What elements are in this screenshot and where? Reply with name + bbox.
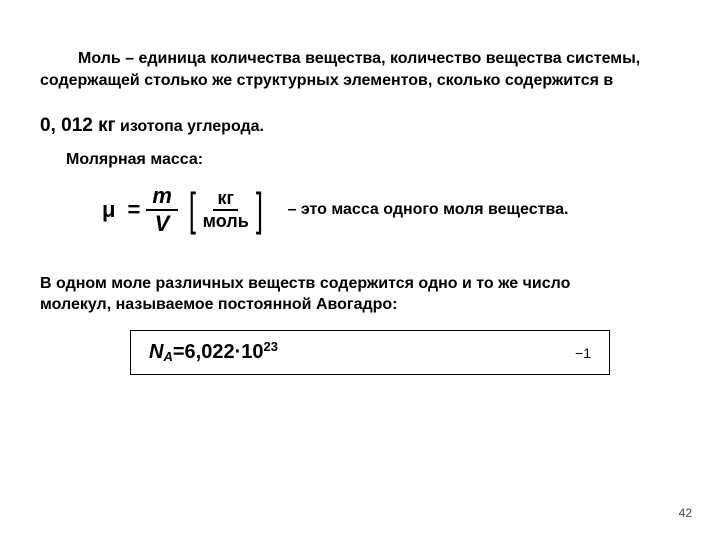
avogadro-exp: 23 [264,339,278,354]
carbon-mass-line: 0, 012 кг изотопа углерода. [40,113,680,139]
avogadro-base: 10 [241,341,263,364]
avogadro-text-2: молекул, называемое постоянной Авогадро: [40,296,398,313]
avogadro-A: A [163,349,172,364]
avogadro-paragraph: В одном моле различных веществ содержитс… [40,273,680,316]
molar-mass-formula-row: μ = m V [ кг моль ] – это масса одного м… [40,183,680,237]
avogadro-value: 6,022 [185,341,235,364]
unit-numerator: кг [213,188,238,211]
avogadro-N: N [149,341,163,364]
page-number: 42 [679,506,692,520]
avogadro-formula: NA = 6,022 · 1023 [149,341,278,364]
mass-over-volume: m V [146,183,178,237]
left-bracket: [ [189,191,196,228]
unit-bracket: [ кг моль ] [186,188,266,232]
definition-paragraph: Моль – единица количества вещества, коли… [40,48,680,91]
mu-symbol: μ [102,197,115,223]
molar-mass-formula: μ = m V [ кг моль ] [102,183,266,237]
definition-text: Моль – единица количества вещества, коли… [40,50,640,89]
molar-mass-label: Молярная масса: [40,151,680,169]
fraction-denominator: V [149,211,176,237]
right-bracket: ] [256,191,263,228]
slide-page: Моль – единица количества вещества, коли… [0,0,720,540]
equals-sign: = [127,197,140,223]
avogadro-eq: = [173,341,185,364]
molar-mass-description: – это масса одного моля вещества. [288,201,569,219]
fraction-numerator: m [146,183,178,211]
unit-denominator: моль [199,211,253,232]
avogadro-text-1: В одном моле различных веществ содержитс… [40,275,570,292]
inverse-unit: −1 [575,345,591,361]
mass-value: 0, 012 кг [40,115,116,136]
unit-fraction: кг моль [199,188,253,232]
mass-rest: изотопа углерода. [116,118,264,135]
avogadro-box: NA = 6,022 · 1023 −1 [130,330,610,375]
avogadro-dot: · [235,341,242,364]
